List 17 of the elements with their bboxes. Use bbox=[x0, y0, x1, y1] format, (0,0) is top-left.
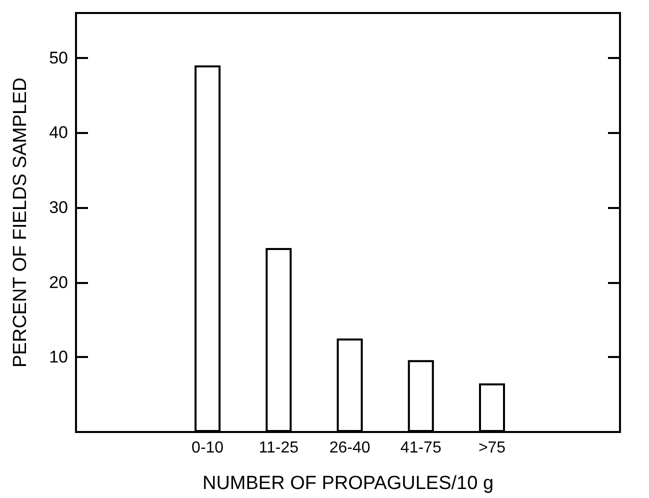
y-tick-label: 20 bbox=[49, 272, 68, 292]
y-axis-title: PERCENT OF FIELDS SAMPLED bbox=[10, 78, 31, 368]
x-axis-title: NUMBER OF PROPAGULES/10 g bbox=[202, 473, 494, 494]
bar bbox=[336, 338, 363, 432]
bar bbox=[194, 65, 221, 432]
bar bbox=[408, 360, 434, 432]
y-tick-label: 50 bbox=[49, 48, 68, 68]
y-tick-label: 10 bbox=[49, 348, 68, 367]
x-tick-label: >75 bbox=[478, 440, 506, 456]
x-tick-label: 0-10 bbox=[192, 440, 224, 456]
x-tick-label: 26-40 bbox=[329, 440, 370, 456]
x-tick-label: 41-75 bbox=[400, 440, 442, 456]
x-tick-label: 11-25 bbox=[258, 440, 299, 456]
bar bbox=[479, 383, 505, 432]
y-tick-label: 30 bbox=[49, 198, 68, 218]
y-tick-label: 40 bbox=[49, 123, 68, 142]
bar bbox=[266, 248, 292, 432]
